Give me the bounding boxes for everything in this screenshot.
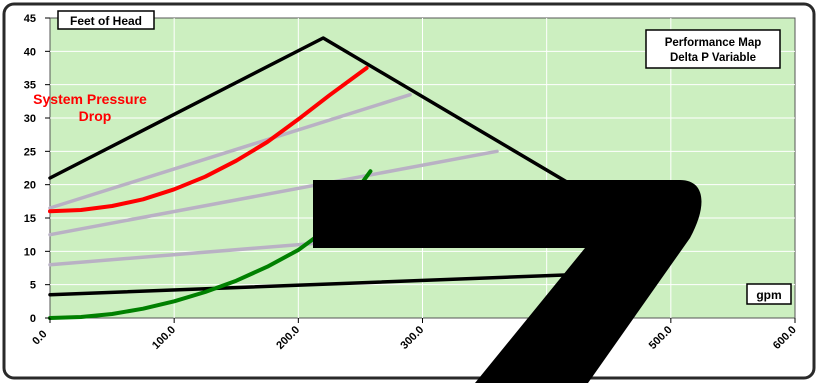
series-line-envelope-lower bbox=[48, 272, 574, 297]
grid-layer bbox=[50, 18, 795, 318]
y-tick-label: 45 bbox=[24, 13, 36, 25]
y-tick-label: 0 bbox=[30, 313, 36, 325]
occluding-seven-shape bbox=[313, 180, 702, 383]
title-box bbox=[645, 29, 781, 69]
y-tick-label: 40 bbox=[24, 46, 36, 58]
series-line-envelope bbox=[48, 36, 574, 187]
annotation-line-2: Drop bbox=[79, 108, 112, 124]
chart-title-line-1: Performance Map bbox=[665, 37, 762, 49]
y-tick-label: 25 bbox=[24, 146, 36, 158]
series-line-gray-line bbox=[48, 92, 412, 210]
y-tick-label: 30 bbox=[24, 113, 36, 125]
y-tick-label: 15 bbox=[24, 213, 36, 225]
y-tick-label: 5 bbox=[30, 280, 36, 292]
xlabel-box bbox=[746, 283, 792, 305]
series-line-gray-line bbox=[48, 149, 499, 237]
y-tick-label: 35 bbox=[24, 80, 36, 92]
y-tick-label: 20 bbox=[24, 180, 36, 192]
y-axis-label: Feet of Head bbox=[70, 14, 142, 28]
x-axis-label: gpm bbox=[756, 288, 781, 302]
series-line-system-curve bbox=[48, 66, 369, 214]
y-tick-label: 10 bbox=[24, 246, 36, 258]
series-line-green-curve bbox=[48, 169, 373, 320]
annotation-line-1: System Pressure bbox=[33, 91, 147, 107]
ylabel-box bbox=[57, 10, 155, 30]
chart-title-line-2: Delta P Variable bbox=[670, 52, 756, 64]
